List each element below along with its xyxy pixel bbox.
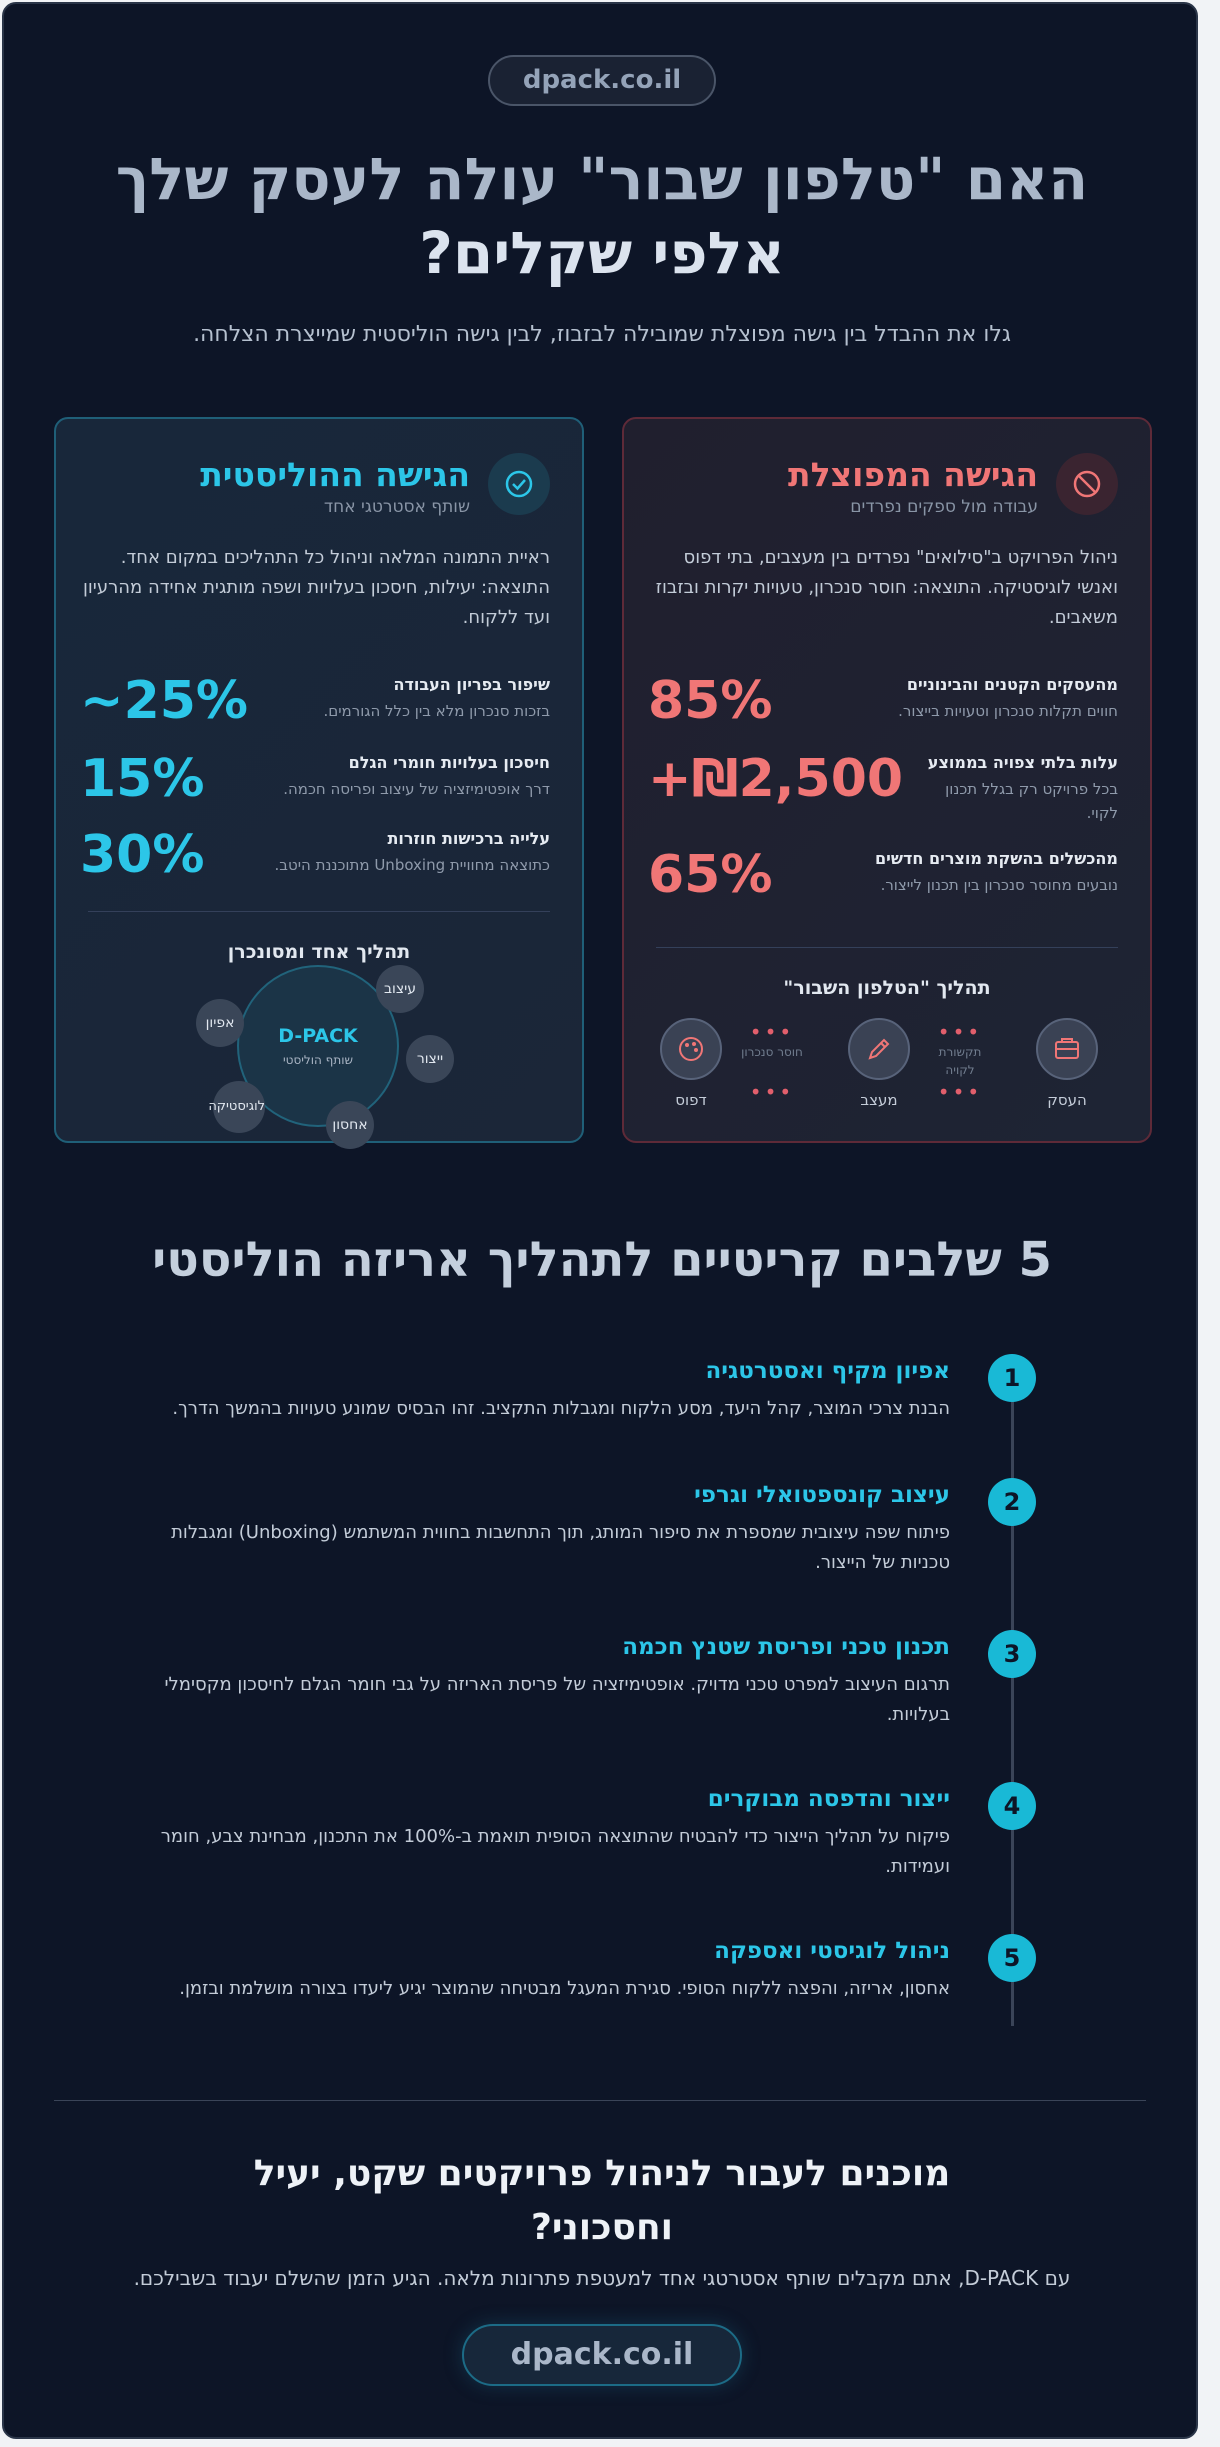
check-circle-icon xyxy=(488,453,550,515)
stat-value: ~25% xyxy=(80,671,249,731)
main-title-line2: אלפי שקלים? xyxy=(419,219,785,287)
page-subtitle: גלו את ההבדל בין גישה מפוצלת שמובילה לבז… xyxy=(193,322,1011,347)
step-number: 5 xyxy=(988,1934,1036,1982)
card-divider xyxy=(88,911,550,912)
satellite-design: עיצוב xyxy=(376,965,424,1013)
broken-process-title: תהליך "הטלפון השבור" xyxy=(783,977,991,999)
main-title-line1: האם "טלפון שבור" עולה לעסק שלך xyxy=(115,145,1089,213)
step-title: אפיון מקיף ואסטרטגיה xyxy=(705,1358,950,1384)
fragmented-stat: 65% מהכשלים בהשקת מוצרים חדשים נובעים מח… xyxy=(648,845,1118,915)
step-desc: הבנת צרכי המוצר, קהל היעד, מסע הלקוח ומג… xyxy=(172,1398,950,1419)
stat-value: +₪2,500 xyxy=(648,749,904,809)
fragmented-stat: 85% מהעסקים הקטנים והבינוניים חווים תקלו… xyxy=(648,671,1118,741)
gap-label: חוסר סנכרון xyxy=(741,1045,803,1059)
card-divider xyxy=(656,947,1118,948)
step-desc: פיקוח על תהליך הייצור כדי להבטיח שהתוצאה… xyxy=(160,1826,950,1877)
cta-website-button[interactable]: dpack.co.il xyxy=(462,2324,742,2386)
step-title: ניהול לוגיסטי ואספקה xyxy=(714,1938,950,1964)
synced-process-title: תהליך אחד ומסונכרן xyxy=(227,941,411,963)
step-number: 2 xyxy=(988,1478,1036,1526)
cta-title: מוכנים לעבור לניהול פרויקטים שקט, יעיל ו… xyxy=(253,2153,951,2248)
satellite-production: ייצור xyxy=(406,1035,454,1083)
stat-title: מהכשלים בהשקת מוצרים חדשים xyxy=(875,849,1118,868)
holistic-title: הגישה ההוליסטית xyxy=(200,455,470,494)
holistic-stat: 30% עלייה ברכישות חוזרות כתוצאה מחוויית … xyxy=(80,825,550,895)
holistic-subtitle: שותף אסטרטגי אחד xyxy=(323,497,470,517)
stat-desc: דרך אופטימיזציה של עיצוב ופריסה חכמה. xyxy=(283,780,550,798)
step-title: ייצור והדפסה מבוקרים xyxy=(707,1786,950,1812)
stat-desc: בזכות סנכרון מלא בין כלל הגורמים. xyxy=(323,702,550,720)
holistic-approach-card: הגישה ההוליסטית שותף אסטרטגי אחד ראיית ה… xyxy=(54,417,584,1149)
satellite-logistics: לוגיסטיקה xyxy=(208,1081,265,1133)
stat-title: מהעסקים הקטנים והבינוניים xyxy=(906,675,1118,694)
stat-title: חיסכון בעלויות חומרי הגלם xyxy=(348,753,550,772)
stat-title: שיפור בפריון העבודה xyxy=(393,675,550,694)
gap-dots: ••• xyxy=(749,1080,795,1104)
stat-value: 85% xyxy=(648,671,773,731)
fragmented-approach-card: הגישה המפוצלת עבודה מול ספקים נפרדים ניה… xyxy=(622,417,1152,1143)
gap-dots: ••• xyxy=(749,1020,795,1044)
ban-icon xyxy=(1056,453,1118,515)
gap-label: תקשורת לקויה xyxy=(938,1045,982,1077)
main-title: האם "טלפון שבור" עולה לעסק שלך אלפי שקלי… xyxy=(44,142,1160,290)
stat-value: 30% xyxy=(80,825,205,885)
pencil-icon xyxy=(848,1018,910,1080)
hub-name: D-PACK xyxy=(278,1025,358,1047)
step-desc: פיתוח שפה עיצובית שמספרת את סיפור המותג,… xyxy=(171,1522,950,1573)
fragmented-description: ניהול הפרויקט ב"סילואים" נפרדים בין מעצב… xyxy=(655,547,1118,628)
cta-description: עם D-PACK, אתם מקבלים שותף אסטרטגי אחד ל… xyxy=(133,2266,1071,2290)
briefcase-icon xyxy=(1036,1018,1098,1080)
steps-section-title: 5 שלבים קריטיים לתהליך אריזה הוליסטי xyxy=(152,1232,1052,1288)
step-number: 3 xyxy=(988,1630,1036,1678)
fragmented-subtitle: עבודה מול ספקים נפרדים xyxy=(850,497,1038,517)
timeline-line xyxy=(1011,1400,1014,2026)
stat-desc: חווים תקלות סנכרון וטעויות בייצור. xyxy=(898,702,1118,720)
stat-title: עלייה ברכישות חוזרות xyxy=(387,829,550,848)
step-title: עיצוב קונספטואלי וגרפי xyxy=(694,1482,950,1508)
stat-value: 15% xyxy=(80,749,205,809)
step-desc: תרגום העיצוב למפרט טכני מדויק. אופטימיזצ… xyxy=(164,1674,951,1725)
holistic-stat: 15% חיסכון בעלויות חומרי הגלם דרך אופטימ… xyxy=(80,749,550,819)
fragmented-stat: +₪2,500 עלות בלתי צפויה בממוצע בכל פרויק… xyxy=(648,749,1118,829)
gap-dots: ••• xyxy=(937,1020,983,1044)
page-frame: dpack.co.il האם "טלפון שבור" עולה לעסק ש… xyxy=(2,2,1198,2439)
satellite-storage: אחסון xyxy=(326,1101,374,1149)
stat-desc: כתוצאה מחוויית Unboxing מתוכננת היטב. xyxy=(274,856,550,874)
fragmented-title: הגישה המפוצלת xyxy=(788,455,1038,494)
satellite-specification: אפיון xyxy=(196,999,244,1047)
stat-desc: נובעים מחוסר סנכרון בין תכנון לייצור. xyxy=(880,876,1118,894)
stat-title: עלות בלתי צפויה בממוצע xyxy=(927,753,1118,772)
section-divider xyxy=(54,2100,1146,2101)
stat-desc: בכל פרויקט רק בגלל תכנון לקוי. xyxy=(945,780,1118,822)
palette-icon xyxy=(660,1018,722,1080)
step-desc: אחסון, אריזה, והפצה ללקוח הסופי. סגירת ה… xyxy=(179,1978,950,1999)
step-number: 1 xyxy=(988,1354,1036,1402)
step-number: 4 xyxy=(988,1782,1036,1830)
step-label: מעצב xyxy=(860,1091,898,1109)
holistic-stat: ~25% שיפור בפריון העבודה בזכות סנכרון מל… xyxy=(80,671,550,741)
step-title: תכנון טכני ופריסת שטנץ חכמה xyxy=(622,1634,950,1660)
step-label: דפוס xyxy=(675,1091,707,1109)
gap-dots: ••• xyxy=(937,1080,983,1104)
holistic-description: ראיית התמונה המלאה וניהול כל התהליכים במ… xyxy=(83,547,550,628)
stat-value: 65% xyxy=(648,845,773,905)
hub-subtitle: שותף הוליסטי xyxy=(282,1053,353,1067)
step-label: העסק xyxy=(1047,1091,1087,1109)
domain-badge[interactable]: dpack.co.il xyxy=(488,55,716,106)
